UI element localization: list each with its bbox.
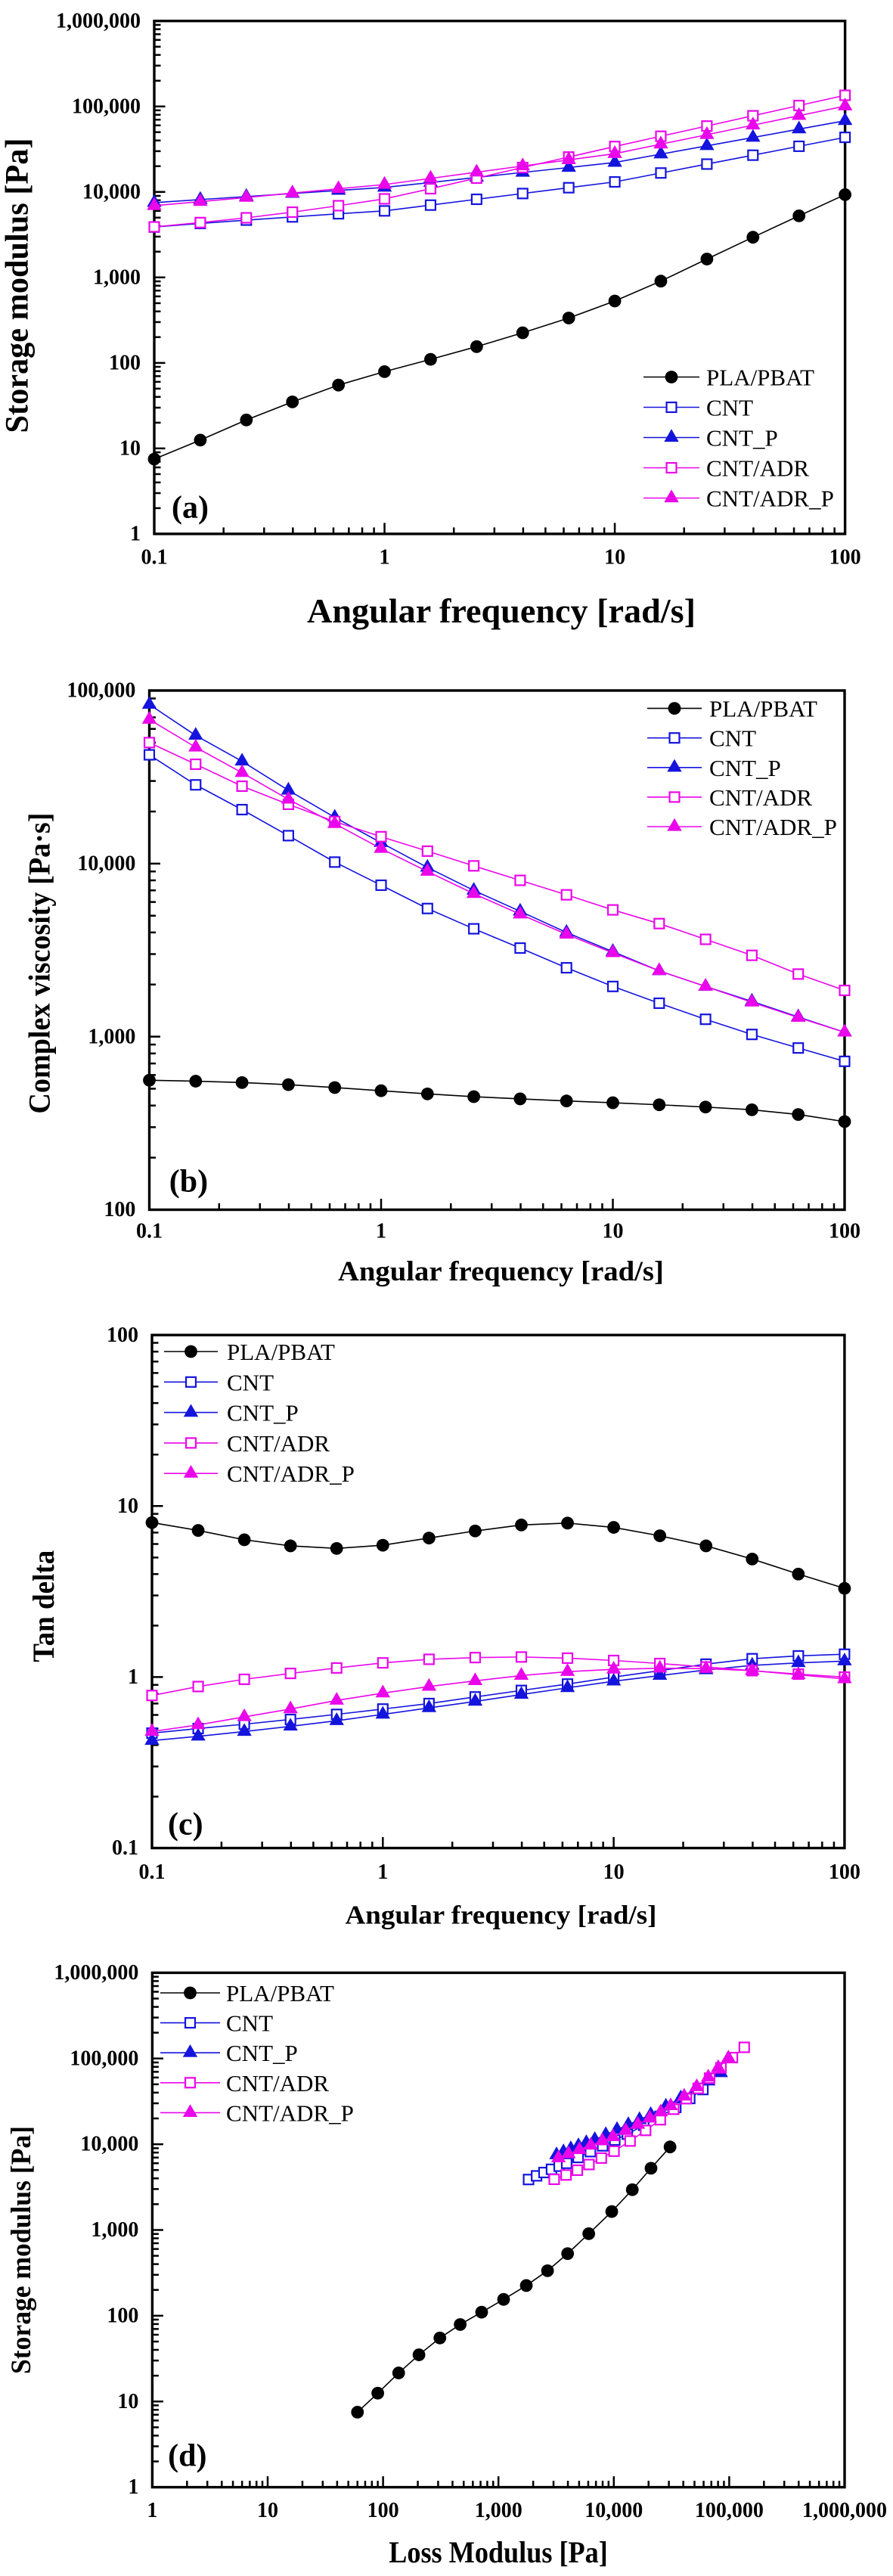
svg-text:CNT: CNT (709, 725, 756, 752)
svg-text:CNT/ADR: CNT/ADR (709, 784, 812, 811)
svg-text:1,000,000: 1,000,000 (56, 9, 141, 33)
svg-text:100: 100 (367, 2499, 399, 2522)
svg-text:PLA/PBAT: PLA/PBAT (706, 365, 814, 391)
svg-text:Storage modulus [Pa]: Storage modulus [Pa] (0, 138, 35, 433)
svg-text:10,000: 10,000 (82, 180, 141, 203)
svg-text:100: 100 (107, 1324, 138, 1347)
svg-text:10: 10 (603, 1861, 625, 1884)
svg-text:Loss Modulus [Pa]: Loss Modulus [Pa] (389, 2535, 608, 2569)
svg-text:10: 10 (119, 436, 141, 460)
svg-text:CNT/ADR_P: CNT/ADR_P (226, 2100, 354, 2126)
svg-text:CNT/ADR: CNT/ADR (226, 2070, 329, 2096)
svg-text:1: 1 (130, 523, 141, 546)
svg-text:PLA/PBAT: PLA/PBAT (227, 1339, 335, 1365)
svg-text:CNT_P: CNT_P (227, 1400, 299, 1426)
svg-text:0.1: 0.1 (139, 1861, 166, 1884)
svg-text:100: 100 (829, 1220, 860, 1243)
svg-text:10: 10 (117, 2390, 138, 2413)
svg-text:(d): (d) (168, 2439, 206, 2474)
svg-text:PLA/PBAT: PLA/PBAT (226, 1980, 334, 2006)
svg-text:(a): (a) (172, 491, 209, 526)
svg-text:100,000: 100,000 (67, 679, 135, 703)
svg-text:1,000,000: 1,000,000 (802, 2499, 887, 2522)
svg-text:1: 1 (147, 2499, 157, 2522)
svg-text:1,000: 1,000 (475, 2499, 522, 2522)
svg-text:CNT_P: CNT_P (226, 2040, 298, 2066)
svg-text:1: 1 (128, 2475, 138, 2499)
svg-text:10: 10 (257, 2499, 278, 2522)
svg-text:1,000,000: 1,000,000 (54, 1961, 138, 1985)
svg-text:1: 1 (377, 1861, 388, 1884)
svg-text:CNT/ADR: CNT/ADR (706, 455, 809, 482)
svg-text:CNT: CNT (706, 395, 753, 421)
svg-text:0.1: 0.1 (136, 1220, 163, 1243)
svg-text:(b): (b) (169, 1165, 208, 1200)
svg-text:CNT/ADR: CNT/ADR (227, 1430, 330, 1457)
svg-text:CNT/ADR_P: CNT/ADR_P (709, 814, 837, 840)
svg-text:100,000: 100,000 (70, 2047, 138, 2070)
svg-text:Complex viscosity [Pa·s]: Complex viscosity [Pa·s] (23, 813, 57, 1114)
svg-text:1,000: 1,000 (91, 2218, 138, 2242)
svg-text:CNT: CNT (227, 1369, 274, 1395)
svg-text:(c): (c) (168, 1808, 203, 1842)
svg-text:Storage modulus [Pa]: Storage modulus [Pa] (6, 2126, 37, 2374)
svg-text:Angular frequency [rad/s]: Angular frequency [rad/s] (346, 1901, 657, 1930)
svg-text:100: 100 (829, 1861, 860, 1884)
svg-text:10,000: 10,000 (80, 2133, 138, 2156)
svg-text:CNT: CNT (226, 2010, 273, 2037)
svg-text:1,000: 1,000 (93, 265, 141, 289)
svg-text:Angular frequency [rad/s]: Angular frequency [rad/s] (307, 591, 696, 630)
svg-text:Angular frequency [rad/s]: Angular frequency [rad/s] (338, 1256, 664, 1287)
svg-text:10: 10 (117, 1494, 138, 1518)
svg-text:100: 100 (104, 1198, 135, 1221)
svg-text:0.1: 0.1 (112, 1836, 138, 1860)
svg-text:1: 1 (380, 546, 390, 570)
svg-text:1: 1 (376, 1220, 386, 1243)
svg-text:CNT_P: CNT_P (709, 755, 781, 781)
svg-text:0.1: 0.1 (141, 546, 168, 570)
svg-text:10,000: 10,000 (77, 852, 135, 875)
svg-text:CNT_P: CNT_P (706, 425, 778, 452)
svg-text:100,000: 100,000 (695, 2499, 764, 2522)
svg-text:100: 100 (109, 351, 141, 374)
svg-text:100: 100 (829, 546, 861, 570)
svg-text:10: 10 (603, 1220, 624, 1243)
svg-text:Tan delta: Tan delta (26, 1550, 60, 1662)
svg-text:1,000: 1,000 (88, 1025, 135, 1048)
svg-text:1: 1 (128, 1665, 138, 1689)
svg-text:CNT/ADR_P: CNT/ADR_P (706, 486, 834, 512)
svg-text:100,000: 100,000 (72, 95, 141, 118)
svg-text:PLA/PBAT: PLA/PBAT (709, 696, 817, 722)
svg-text:10: 10 (604, 546, 625, 570)
svg-text:100: 100 (107, 2304, 138, 2327)
svg-text:CNT/ADR_P: CNT/ADR_P (227, 1460, 355, 1487)
svg-text:10,000: 10,000 (584, 2499, 643, 2522)
